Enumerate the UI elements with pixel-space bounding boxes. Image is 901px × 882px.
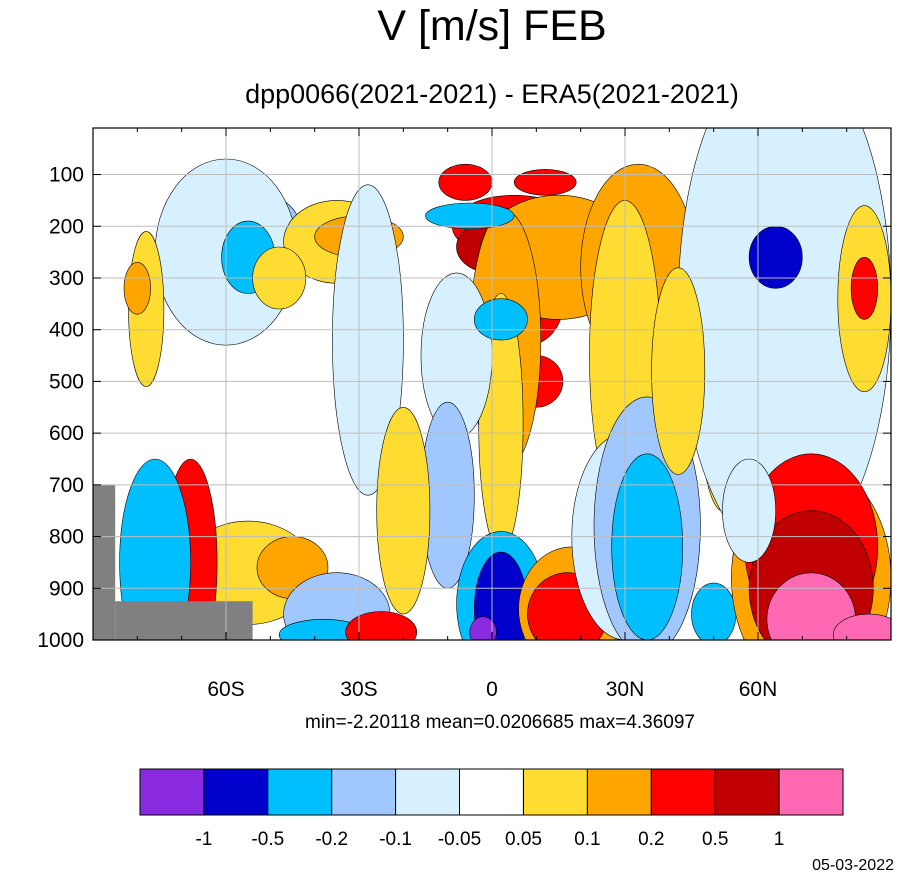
- contour-region-57: [651, 267, 706, 475]
- colorbar-box-2: [267, 768, 333, 816]
- colorbar-label-4: -0.05: [438, 829, 481, 850]
- y-axis: 100 200 300 400 500 600 700 800 900 1000: [37, 164, 891, 652]
- contour-region-0: [438, 163, 493, 201]
- x-tick-label-1: 30S: [340, 678, 377, 701]
- contour-region-19: [850, 256, 879, 320]
- missing-region-0: [93, 484, 116, 640]
- y-tick-label-1: 200: [49, 215, 84, 238]
- colorbar-box-5: [459, 768, 524, 816]
- chart-title: V [m/s] FEB: [377, 2, 606, 50]
- colorbar-box-0: [139, 768, 205, 816]
- contour-region-31: [425, 202, 515, 230]
- colorbar-label-7: 0.2: [638, 829, 664, 850]
- y-tick-label-2: 300: [49, 267, 84, 290]
- contour-region-50: [611, 453, 683, 640]
- contour-region-28: [332, 184, 404, 496]
- colorbar-label-0: -1: [195, 829, 212, 850]
- y-tick-label-9: 1000: [37, 629, 84, 652]
- y-tick-label-5: 600: [49, 422, 84, 445]
- plot-area: [93, 128, 891, 640]
- colorbar-box-4: [395, 768, 461, 816]
- missing-data-regions: [93, 484, 253, 640]
- x-tick-label-4: 60N: [739, 678, 778, 701]
- y-tick-label-7: 800: [49, 526, 84, 549]
- colorbar-label-5: 0.05: [505, 829, 542, 850]
- contour-region-58: [722, 458, 777, 563]
- contour-region-56: [833, 613, 891, 640]
- x-axis: 60S 30S 0 30N 60N: [92, 128, 892, 701]
- colorbar-label-8: 0.5: [702, 829, 728, 850]
- colorbar-box-10: [778, 768, 844, 816]
- colorbar-box-1: [203, 768, 269, 816]
- contour-region-34: [376, 407, 431, 615]
- x-tick-label-0: 60S: [207, 678, 244, 701]
- missing-region-1: [115, 601, 253, 640]
- colorbar-label-2: -0.2: [315, 829, 348, 850]
- contour-region-24: [123, 262, 151, 315]
- stats-text: min=-2.20118 mean=0.0206685 max=4.36097: [305, 712, 695, 733]
- y-tick-label-6: 700: [49, 474, 84, 497]
- colorbar-box-3: [331, 768, 397, 816]
- colorbar-box-9: [714, 768, 780, 816]
- chart-subtitle: dpp0066(2021-2021) - ERA5(2021-2021): [245, 79, 739, 109]
- y-tick-label-8: 900: [49, 577, 84, 600]
- contour-region-45: [469, 616, 497, 640]
- contour-region-42: [345, 611, 417, 640]
- x-tick-label-2: 0: [486, 678, 498, 701]
- x-tick-label-3: 30N: [606, 678, 645, 701]
- y-tick-label-4: 500: [49, 370, 84, 393]
- colorbar: -1 -0.5 -0.2 -0.1 -0.05 0.05 0.1 0.2 0.5 1: [139, 768, 844, 850]
- contour-region-39: [119, 458, 191, 640]
- colorbar-label-9: 1: [774, 829, 785, 850]
- date-label: 05-03-2022: [812, 857, 894, 874]
- contour-region-55: [766, 572, 856, 640]
- colorbar-box-8: [650, 768, 716, 816]
- colorbar-label-6: 0.1: [574, 829, 600, 850]
- colorbar-box-7: [586, 768, 652, 816]
- grid-lines: [93, 128, 891, 640]
- colorbar-label-1: -0.5: [251, 829, 284, 850]
- contour-region-32: [473, 298, 528, 341]
- contour-region-51: [691, 582, 737, 640]
- y-tick-label-0: 100: [49, 164, 84, 187]
- contour-region-2: [513, 169, 577, 196]
- colorbar-label-3: -0.1: [379, 829, 412, 850]
- y-tick-label-3: 400: [49, 319, 84, 342]
- contour-region-17: [748, 225, 803, 289]
- colorbar-box-6: [523, 768, 588, 816]
